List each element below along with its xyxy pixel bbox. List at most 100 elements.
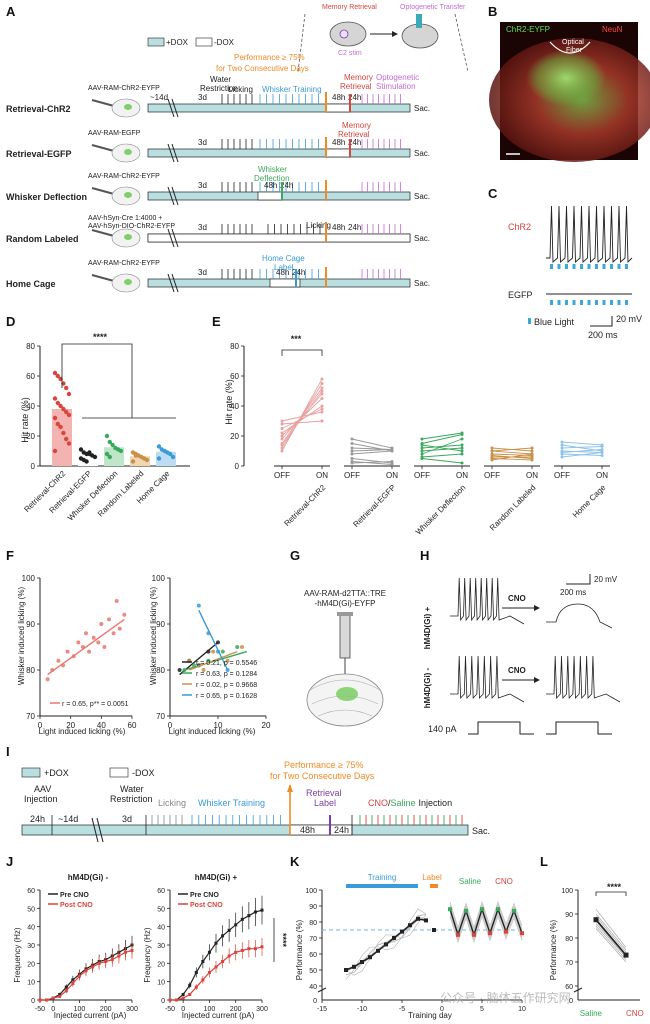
- e-point: [600, 454, 604, 457]
- dox-minus-segment: [257, 191, 283, 201]
- j-right-point: [234, 923, 238, 927]
- f-left-xtick-label: 0: [38, 721, 43, 730]
- e-point: [460, 446, 464, 450]
- k-ytick-label: 60: [309, 952, 317, 959]
- j-left-ytick-label: 10: [27, 980, 35, 987]
- l-chart: 60 70 80 90 100 0: [561, 888, 640, 1005]
- j-right-ytick-label: 20: [157, 961, 165, 968]
- e-point: [420, 446, 424, 450]
- e-pair-line: [351, 438, 393, 449]
- j-right-series-0: [170, 909, 263, 1001]
- e-pair-line: [351, 447, 393, 450]
- j-right-ytick-label: 50: [157, 906, 165, 913]
- j-left-legend-pre: Pre CNO: [60, 892, 89, 899]
- j-right-xtick-label: 300: [256, 1006, 268, 1013]
- e-point: [530, 446, 534, 450]
- light-pulse-egfp: [617, 300, 621, 305]
- paired-chart-e: 0 20 40 60 80 OFF ON Retrieval-ChR2 OFF ON Retriev…: [230, 342, 610, 537]
- f-left-point: [117, 626, 122, 631]
- e-point: [320, 410, 324, 414]
- e-pair-line: [421, 444, 463, 452]
- d-point: [52, 370, 58, 376]
- light-pulse-chr2: [580, 264, 583, 269]
- i-break: [96, 817, 104, 843]
- j-right-ytick-label: 0: [161, 998, 165, 1005]
- k-xtick-label: 0: [440, 1006, 444, 1013]
- j-left-xtick-label: 0: [51, 1006, 55, 1013]
- g-virus-line2: -hM4D(Gi)-EYFP: [315, 599, 376, 608]
- e-point: [320, 419, 324, 423]
- d-ytick-label: 0: [31, 462, 36, 471]
- panel-a: +DOX -DOX Performance ≥ 75% for Two Cons…: [6, 4, 469, 293]
- k-test-individual: [449, 915, 523, 944]
- d3-label-3: 3d: [198, 223, 207, 232]
- e-pair-line: [351, 458, 393, 464]
- k-label-label: Label: [422, 873, 442, 882]
- l-ytick-zero: 0: [569, 998, 573, 1005]
- d-significance: ****: [93, 332, 108, 342]
- e-pair-line: [561, 452, 603, 458]
- k-xtick-label: -10: [357, 1006, 367, 1013]
- k-training-point: [384, 942, 388, 947]
- e-group-label-4: Home Cage: [571, 483, 608, 520]
- panel-label-l: L: [540, 854, 548, 869]
- e-point: [460, 443, 464, 447]
- f-left-point: [122, 612, 127, 617]
- licking-label: Licking: [228, 85, 253, 94]
- legend-dox-plus-swatch: [147, 37, 165, 47]
- f-right-legend-2: r = 0.63, p = 0.1284: [196, 671, 257, 678]
- break-mark: [171, 143, 179, 163]
- e-off-label: OFF: [554, 471, 570, 480]
- d-point: [66, 441, 72, 446]
- e-point: [280, 446, 284, 450]
- break-mark: [167, 273, 175, 293]
- j-left-ytick-label: 40: [27, 925, 35, 932]
- k-individual-trace: [345, 908, 427, 980]
- i-injection: Injection: [419, 798, 453, 808]
- light-pulse-chr2: [550, 264, 553, 269]
- k-ytick-label: 90: [309, 904, 317, 911]
- d-point: [63, 385, 69, 391]
- l-ytick-label: 100: [561, 888, 573, 895]
- j-right-point: [260, 908, 264, 912]
- j-left-ytick-label: 60: [27, 888, 35, 895]
- i-bar: [21, 824, 469, 836]
- k-test-point: [480, 907, 484, 912]
- timeline-bar: [147, 103, 411, 113]
- f-left-xtick-label: 40: [97, 721, 106, 730]
- panel-h: hM4D(Gi) + hM4D(Gi) - CNO CNO 20 mV 200 …: [423, 574, 621, 735]
- bar-chart-d: 020406080Retrieval-ChR2Retrieval-EGFPWhi…: [22, 342, 190, 523]
- e-ytick-label: 20: [230, 432, 239, 441]
- e-pair-line: [281, 387, 323, 444]
- d-point: [66, 391, 72, 397]
- f-right-ylabel: Whisker induced licking (%): [149, 587, 158, 686]
- f-left-ytick-label: 90: [26, 620, 35, 629]
- i-d3-label: 3d: [122, 814, 132, 824]
- egfp-trace-label: EGFP: [508, 290, 533, 300]
- h48-label-1: 48h: [332, 138, 345, 147]
- e-group-label-2: Whisker Deflection: [414, 483, 468, 537]
- break-mark: [171, 273, 179, 293]
- l-pair-line: [595, 916, 627, 953]
- e-point: [280, 419, 284, 423]
- d-point: [58, 403, 63, 409]
- e-on-label: ON: [596, 471, 608, 480]
- k-ytick-label: 100: [305, 888, 317, 895]
- j-right-xlabel: Injected current (pA): [182, 1011, 255, 1020]
- j-right-point: [181, 996, 185, 1000]
- j-right-point: [207, 950, 211, 954]
- k-label-point: [432, 928, 436, 932]
- panel-label-d: D: [6, 314, 15, 329]
- e-point: [350, 442, 354, 445]
- e-point: [350, 446, 354, 450]
- j-right-ytick-label: 60: [157, 888, 165, 895]
- e-off-label: OFF: [484, 471, 500, 480]
- sac-label-0: Sac.: [414, 104, 430, 113]
- d-ytick-label: 40: [26, 402, 35, 411]
- k-label-bar: [430, 884, 438, 888]
- j-left-legend-post: Post CNO: [60, 902, 93, 909]
